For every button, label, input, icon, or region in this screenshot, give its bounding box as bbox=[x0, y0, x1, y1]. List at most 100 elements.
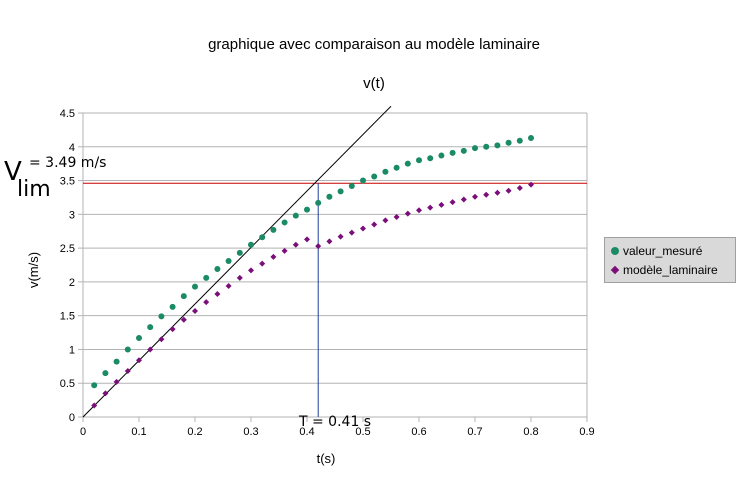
legend-label: modèle_laminaire bbox=[623, 263, 718, 277]
y-tick-label: 1 bbox=[69, 344, 75, 356]
point-valeur-mesure bbox=[427, 155, 434, 162]
point-valeur-mesure bbox=[225, 257, 232, 264]
point-modele-laminaire bbox=[102, 390, 109, 397]
point-valeur-mesure bbox=[136, 334, 142, 341]
point-valeur-mesure bbox=[180, 293, 187, 300]
point-valeur-mesure bbox=[382, 168, 389, 175]
x-tick-label: 0.8 bbox=[523, 426, 538, 438]
grid-lines bbox=[83, 112, 587, 418]
point-modele-laminaire bbox=[225, 282, 232, 289]
point-valeur-mesure bbox=[203, 274, 210, 281]
point-modele-laminaire bbox=[326, 238, 333, 245]
point-modele-laminaire bbox=[393, 214, 400, 221]
legend-label: valeur_mesuré bbox=[623, 244, 703, 258]
reference-lines bbox=[82, 105, 587, 418]
point-modele-laminaire bbox=[472, 193, 478, 200]
point-modele-laminaire bbox=[505, 187, 512, 194]
y-tick-label: 2.5 bbox=[60, 243, 75, 255]
point-modele-laminaire bbox=[292, 241, 299, 248]
point-modele-laminaire bbox=[382, 217, 389, 224]
tangent-line bbox=[82, 105, 392, 418]
point-modele-laminaire bbox=[427, 204, 434, 211]
x-tick-label: 0.4 bbox=[299, 426, 314, 438]
point-modele-laminaire bbox=[180, 316, 187, 323]
point-modele-laminaire bbox=[158, 336, 165, 343]
y-tick-label: 3 bbox=[69, 209, 75, 221]
point-modele-laminaire bbox=[270, 253, 277, 260]
point-valeur-mesure bbox=[248, 241, 254, 248]
point-valeur-mesure bbox=[315, 199, 322, 206]
point-modele-laminaire bbox=[460, 196, 467, 203]
point-valeur-mesure bbox=[124, 346, 131, 353]
point-valeur-mesure bbox=[192, 283, 198, 290]
point-modele-laminaire bbox=[147, 346, 154, 353]
point-valeur-mesure bbox=[360, 177, 366, 184]
point-modele-laminaire bbox=[214, 291, 221, 298]
point-valeur-mesure bbox=[516, 137, 523, 144]
point-valeur-mesure bbox=[259, 234, 266, 241]
point-modele-laminaire bbox=[304, 236, 310, 243]
point-valeur-mesure bbox=[438, 152, 445, 159]
point-valeur-mesure bbox=[326, 193, 333, 200]
point-valeur-mesure bbox=[281, 219, 288, 226]
point-modele-laminaire bbox=[259, 260, 266, 267]
y-tick-labels: 0 0.5 1 1.5 2 2.5 3 3.5 4 4.5 bbox=[60, 108, 75, 424]
time-constant-label: T = 0.41 s bbox=[298, 414, 371, 430]
point-modele-laminaire bbox=[494, 189, 501, 196]
x-tick-label: 0.1 bbox=[131, 426, 146, 438]
point-modele-laminaire bbox=[360, 225, 366, 232]
x-tick-label: 0.6 bbox=[411, 426, 426, 438]
point-modele-laminaire bbox=[483, 191, 490, 198]
point-valeur-mesure bbox=[147, 324, 154, 331]
point-valeur-mesure bbox=[416, 157, 422, 164]
point-valeur-mesure bbox=[270, 226, 277, 233]
y-tick-label: 0.5 bbox=[60, 378, 75, 390]
point-modele-laminaire bbox=[248, 267, 254, 274]
point-valeur-mesure bbox=[494, 142, 501, 149]
x-tick-labels: 0 0.1 0.2 0.3 0.4 0.5 0.6 0.7 0.8 0.9 bbox=[80, 426, 595, 438]
vlim-value-label: = 3.49 m/s bbox=[29, 155, 106, 171]
point-valeur-mesure bbox=[348, 182, 355, 189]
axes bbox=[78, 112, 588, 422]
x-tick-label: 0.5 bbox=[355, 426, 370, 438]
point-valeur-mesure bbox=[404, 160, 411, 167]
y-tick-label: 2 bbox=[69, 277, 75, 289]
point-modele-laminaire bbox=[236, 274, 243, 281]
point-valeur-mesure bbox=[113, 358, 120, 365]
point-modele-laminaire bbox=[528, 181, 534, 188]
point-valeur-mesure bbox=[236, 249, 243, 256]
y-tick-label: 4.5 bbox=[60, 108, 75, 120]
point-modele-laminaire bbox=[136, 357, 142, 364]
point-modele-laminaire bbox=[348, 229, 355, 236]
vlim-symbol: V bbox=[4, 157, 22, 187]
point-modele-laminaire bbox=[438, 201, 445, 208]
x-tick-label: 0.2 bbox=[187, 426, 202, 438]
legend-item-modele-laminaire: modèle_laminaire bbox=[610, 263, 718, 277]
y-tick-label: 1.5 bbox=[60, 311, 75, 323]
point-valeur-mesure bbox=[528, 134, 534, 141]
point-valeur-mesure bbox=[158, 313, 165, 320]
y-tick-label: 4 bbox=[69, 142, 75, 154]
point-modele-laminaire bbox=[203, 299, 210, 306]
point-modele-laminaire bbox=[371, 221, 378, 228]
y-tick-label: 0 bbox=[69, 412, 75, 424]
point-valeur-mesure bbox=[214, 266, 221, 273]
x-tick-label: 0.9 bbox=[579, 426, 594, 438]
point-valeur-mesure bbox=[169, 303, 176, 310]
point-valeur-mesure bbox=[472, 145, 478, 152]
point-valeur-mesure bbox=[460, 147, 467, 154]
point-valeur-mesure bbox=[371, 173, 378, 180]
y-tick-label: 3.5 bbox=[60, 176, 75, 188]
chart-title: graphique avec comparaison au modèle lam… bbox=[208, 36, 540, 53]
legend: valeur_mesuré modèle_laminaire bbox=[604, 237, 736, 283]
x-tick-label: 0.7 bbox=[467, 426, 482, 438]
x-tick-label: 0 bbox=[80, 426, 86, 438]
point-modele-laminaire bbox=[416, 207, 422, 214]
point-valeur-mesure bbox=[292, 212, 299, 219]
legend-item-valeur-mesure: valeur_mesuré bbox=[611, 244, 702, 258]
point-valeur-mesure bbox=[337, 188, 344, 195]
point-modele-laminaire bbox=[315, 243, 322, 250]
chart-subtitle: v(t) bbox=[363, 75, 385, 92]
diamond-marker-icon bbox=[610, 265, 620, 275]
